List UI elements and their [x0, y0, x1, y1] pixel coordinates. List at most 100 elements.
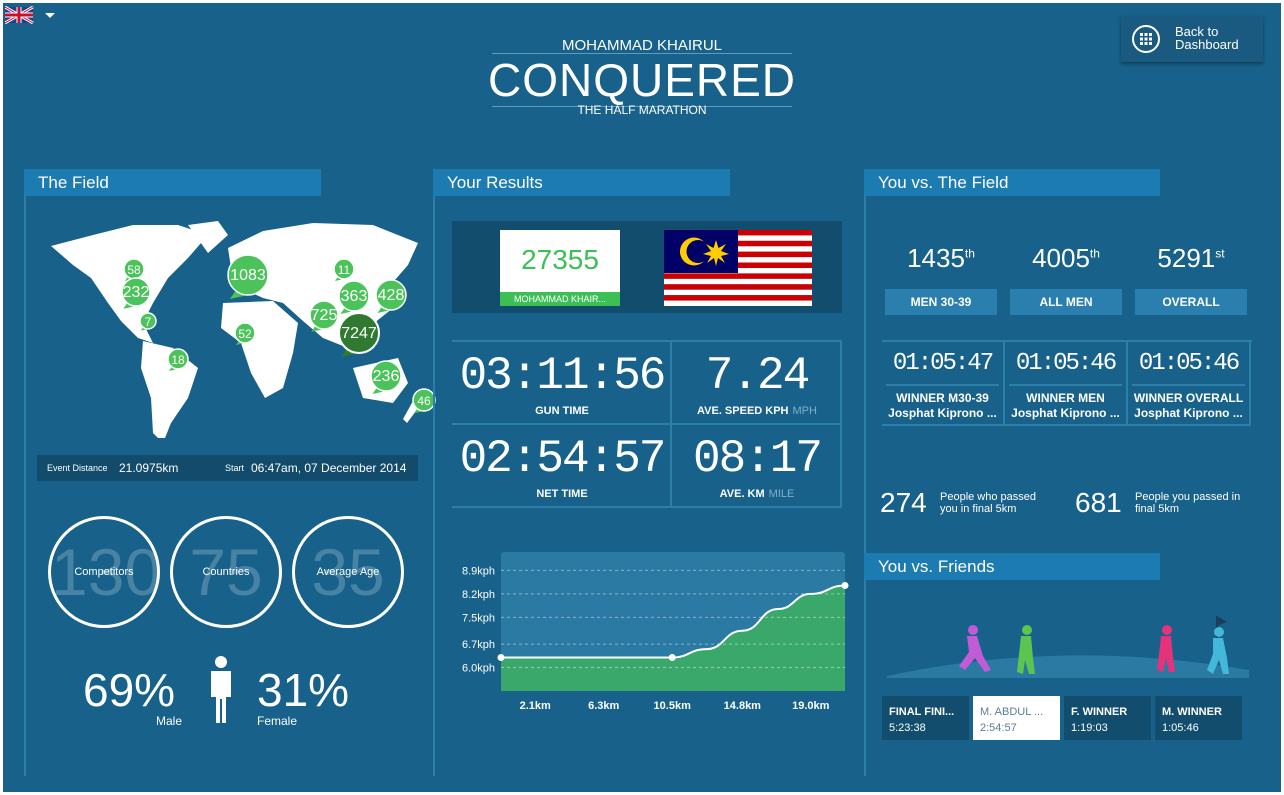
marker-bubble — [167, 348, 189, 370]
map-marker: 1083 — [227, 254, 269, 299]
female-percent: 31% — [257, 664, 350, 716]
winner-name: Josphat Kiprono ... — [888, 406, 997, 420]
label: AVE. KM — [719, 488, 765, 500]
marker-pin — [311, 325, 324, 332]
metric-value: 7.24 — [705, 350, 810, 402]
map-marker: 236 — [370, 360, 402, 394]
metric-cell: 02:54:57 NET TIME — [452, 425, 672, 508]
area — [501, 585, 845, 691]
marker-bubble — [139, 312, 157, 330]
male-label: Male — [156, 714, 183, 728]
speed-point — [841, 581, 849, 589]
grid-icon — [1132, 25, 1160, 53]
winner-label: WINNER OVERALL — [1133, 391, 1244, 405]
line — [1132, 384, 1245, 386]
event-start: 06:47am, 07 December 2014 — [251, 461, 407, 475]
friend-name: FINAL FINI... — [889, 706, 955, 718]
stat-circle: 75 Countries — [170, 516, 282, 628]
map-marker: 11 — [333, 258, 355, 281]
metric-cell: 03:11:56 GUN TIME — [452, 342, 672, 425]
map-marker: 428 — [375, 279, 407, 313]
y-tick-label: 7.5kph — [462, 612, 495, 624]
rank-label: OVERALL — [1135, 289, 1247, 315]
friend-name: M. ABDUL ... — [980, 706, 1044, 718]
stat-circle: 13068Competitors — [48, 516, 160, 628]
friend-name: F. WINNER — [1071, 706, 1128, 718]
y-tick-label: 8.9kph — [462, 565, 495, 577]
map-marker: 18 — [167, 348, 189, 371]
panel-border — [864, 196, 866, 776]
marker-bubble — [338, 312, 380, 354]
winner-time: 01:05:47 — [892, 350, 994, 377]
rank-suffix: th — [1089, 246, 1100, 261]
stat-circle: 35 Average Age — [292, 516, 404, 628]
alt-unit[interactable]: MILE — [768, 488, 795, 500]
winners-grid: 01:05:47 WINNER M30-39 Josphat Kiprono ...… — [882, 340, 1252, 426]
map-marker: 7247 — [338, 312, 380, 357]
panel-title: You vs. The Field — [864, 169, 1160, 196]
rank-suffix: th — [964, 246, 975, 261]
map-marker: 52 — [234, 322, 256, 345]
marker-bubble — [412, 388, 436, 412]
marker-label: 236 — [373, 368, 400, 385]
bib-name: MOHAMMAD KHAIR... — [500, 292, 620, 306]
rank: 1435th — [881, 243, 1001, 274]
x-tick-label: 2.1km — [520, 700, 551, 712]
stat-value: 75 — [189, 535, 263, 609]
metric-label: NET TIME — [452, 488, 672, 500]
y-tick-label: 6.0kph — [462, 663, 495, 675]
marker-bubble — [234, 322, 256, 344]
friend-time: 1:05:46 — [1162, 722, 1199, 734]
friend-card[interactable]: M. ABDUL ... 2:54:57 — [973, 696, 1060, 740]
winner-name: Josphat Kiprono ... — [1011, 406, 1120, 420]
passed-value: 274 — [880, 487, 927, 518]
back-button[interactable]: Back to Dashboard — [1121, 16, 1263, 62]
x-tick-label: 14.8km — [724, 700, 762, 712]
bib-number: 27355 — [521, 244, 599, 275]
marker-label: 46 — [417, 394, 431, 408]
marker-bubble — [121, 277, 151, 307]
speed-line — [500, 584, 846, 659]
marker-bubble — [338, 280, 370, 312]
marker-pin — [123, 302, 136, 309]
speed-point — [497, 654, 505, 662]
winner-label: WINNER M30-39 — [896, 391, 989, 405]
divider — [492, 53, 792, 54]
bib-box: 27355 MOHAMMAD KHAIR... — [452, 221, 842, 313]
dashboard: MOHAMMAD KHAIRUL CONQUERED THE HALF MARA… — [3, 3, 1281, 792]
passed-label: People who passed you in final 5km — [940, 491, 1037, 515]
line — [886, 384, 999, 386]
map-marker: 232 — [121, 277, 151, 309]
metric-label: GUN TIME — [452, 405, 672, 417]
header-subtitle: THE HALF MARATHON — [577, 103, 707, 117]
label: Event Distance — [47, 463, 108, 473]
event-distance: 21.0975km — [119, 461, 179, 475]
marker-pin — [377, 306, 391, 313]
event-info: Event Distance 21.0975km Start 06:47am, … — [37, 455, 418, 481]
back-label: Back to Dashboard — [1175, 24, 1239, 52]
language-selector[interactable] — [5, 5, 61, 25]
passed-value: 681 — [1075, 487, 1122, 518]
metric-value: 02:54:57 — [459, 433, 667, 485]
marker-label: 725 — [311, 307, 338, 324]
map-marker: 7 — [139, 312, 157, 331]
metric-label: AVE. KM MILE — [672, 488, 842, 500]
friend-time: 2:54:57 — [980, 722, 1017, 734]
panel-title: The Field — [24, 169, 321, 196]
rank-label: MEN 30-39 — [885, 289, 997, 315]
friend-card[interactable]: FINAL FINI... 5:23:38 — [882, 696, 969, 740]
friend-card[interactable]: F. WINNER 1:19:03 — [1064, 696, 1151, 740]
x-tick-label: 6.3km — [588, 700, 619, 712]
friend-card[interactable]: M. WINNER 1:05:46 — [1155, 696, 1242, 740]
female-label: Female — [257, 714, 298, 728]
map-marker: 58 — [123, 258, 145, 281]
marker-label: 11 — [338, 263, 351, 277]
marker-label: 7 — [145, 315, 152, 329]
metrics-grid: 03:11:56 GUN TIME 7.24 AVE. SPEED KPH MPH 02:… — [452, 340, 842, 508]
winner-time: 01:05:46 — [1138, 350, 1240, 377]
alt-unit[interactable]: MPH — [792, 405, 817, 417]
stat-label: Competitors — [74, 566, 134, 578]
marker-bubble — [227, 254, 269, 296]
winner-label: WINNER MEN — [1026, 391, 1105, 405]
stat-label: Countries — [202, 566, 250, 578]
